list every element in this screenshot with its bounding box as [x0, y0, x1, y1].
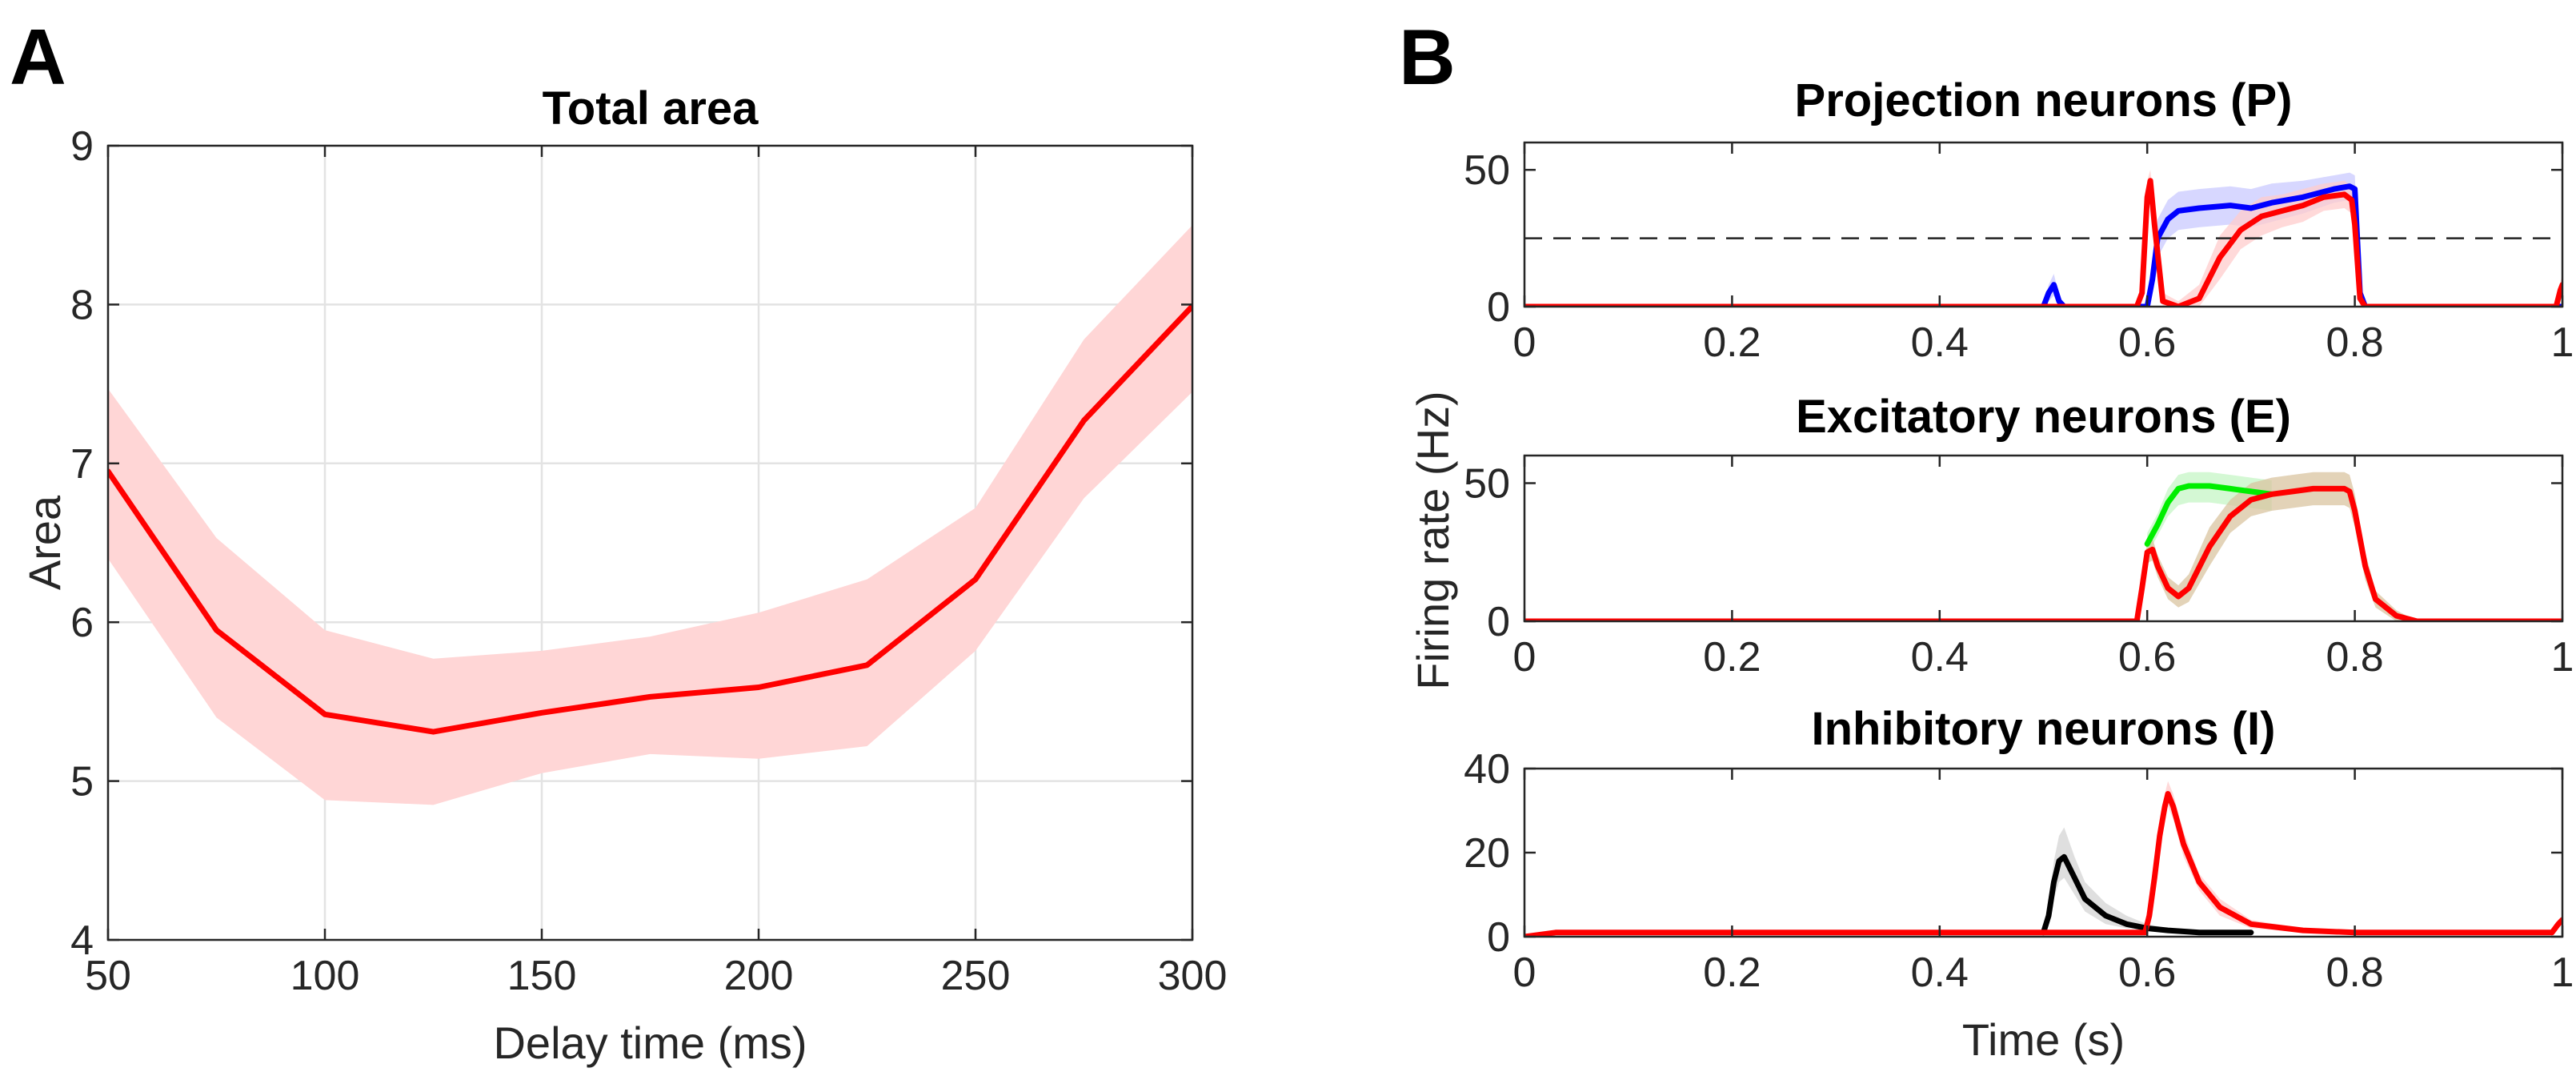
inhibitory-neurons-chart: 0 0.2 0.4 0.6 0.8 1 0 20 40 Inhibitory neurons (I… — [1464, 703, 2574, 1065]
chart-b3-plot-area — [1524, 781, 2562, 937]
chart-b1-xtick-label-1: 0.2 — [1703, 319, 1761, 366]
chart-b3-red-line — [1524, 791, 2562, 937]
projection-neurons-chart: 0 0.2 0.4 0.6 0.8 1 0 50 Projection neurons (P) — [1464, 74, 2574, 366]
chart-b2-red-line — [1524, 485, 2562, 621]
chart-a-ytick-label-0: 4 — [70, 917, 94, 964]
chart-a-xlabel: Delay time (ms) — [493, 1018, 807, 1068]
chart-b1-xtick-label-2: 0.4 — [1911, 319, 1969, 366]
chart-b3-black-line — [2041, 853, 2254, 936]
chart-b2-title: Excitatory neurons (E) — [1796, 391, 2291, 443]
chart-b2-xtick-label-2: 0.4 — [1911, 634, 1969, 681]
chart-b1-blue-band — [1524, 172, 2562, 307]
chart-a-Total area-line — [108, 303, 1192, 735]
chart-a-xtick-label-4: 250 — [941, 953, 1011, 999]
chart-a-xtick-label-0: 50 — [85, 953, 131, 999]
chart-b1-ytick-label-1: 50 — [1464, 147, 1510, 194]
chart-b3-xtick-label-3: 0.6 — [2118, 950, 2176, 996]
chart-b1-plot-area — [1524, 170, 2562, 307]
chart-b2-xtick-label-4: 0.8 — [2326, 634, 2383, 681]
panel-letter-b: B — [1399, 13, 1456, 101]
chart-b2-red-band — [1524, 472, 2562, 621]
chart-a-xtick-label-1: 100 — [290, 953, 360, 999]
chart-b2-xtick-label-1: 0.2 — [1703, 634, 1761, 681]
chart-a-ytick-label-3: 7 — [70, 441, 94, 488]
chart-b2-xtick-label-3: 0.6 — [2118, 634, 2176, 681]
chart-b1-blue-line — [1524, 183, 2562, 307]
chart-a-ytick-label-5: 9 — [70, 123, 94, 170]
chart-b2-ytick-label-1: 50 — [1464, 461, 1510, 508]
chart-a-xtick-label-3: 200 — [724, 953, 794, 999]
chart-b1-xtick-label-3: 0.6 — [2118, 319, 2176, 366]
chart-b3-xtick-label-2: 0.4 — [1911, 950, 1969, 996]
chart-a-xtick-label-2: 150 — [507, 953, 577, 999]
chart-b1-ytick-label-0: 0 — [1487, 284, 1510, 331]
chart-a-ytick-label-1: 5 — [70, 759, 94, 805]
chart-a-plot-area — [108, 225, 1192, 805]
chart-a-xtick-label-5: 300 — [1158, 953, 1228, 999]
chart-b3-title: Inhibitory neurons (I) — [1812, 703, 2276, 755]
excitatory-neurons-chart: 0 0.2 0.4 0.6 0.8 1 0 50 Excitatory neurons (E) F… — [1408, 391, 2574, 690]
chart-b1-title: Projection neurons (P) — [1795, 74, 2293, 126]
chart-b3-ytick-label-2: 40 — [1464, 746, 1510, 793]
chart-b3-xtick-label-1: 0.2 — [1703, 950, 1761, 996]
chart-a-axes — [106, 144, 1194, 941]
chart-b1-axes — [1523, 141, 2564, 308]
chart-b3-ytick-label-0: 0 — [1487, 914, 1510, 961]
chart-b2-xtick-label-0: 0 — [1513, 634, 1536, 681]
chart-b1-xtick-label-5: 1 — [2551, 319, 2574, 366]
total-area-chart: 50 100 150 200 250 300 4 5 6 7 8 9 Total area Delay t… — [19, 82, 1227, 1068]
chart-b3-ytick-label-1: 20 — [1464, 830, 1510, 877]
chart-a-ytick-label-2: 6 — [70, 600, 94, 646]
chart-b2-xtick-label-5: 1 — [2551, 634, 2574, 681]
chart-a-ylabel: Area — [19, 495, 70, 590]
chart-b2-ylabel: Firing rate (Hz) — [1408, 391, 1458, 689]
chart-b2-plot-area — [1524, 472, 2562, 621]
chart-b3-xtick-label-4: 0.8 — [2326, 950, 2383, 996]
chart-b2-axes — [1523, 454, 2564, 623]
chart-b2-ytick-label-0: 0 — [1487, 599, 1510, 645]
chart-b3-xtick-label-5: 1 — [2551, 950, 2574, 996]
chart-a-Total area-band — [108, 225, 1192, 805]
chart-b3-axes — [1523, 767, 2564, 938]
chart-b3-xlabel: Time (s) — [1962, 1014, 2125, 1065]
chart-b2-green-line — [2144, 483, 2275, 547]
chart-b3-xtick-label-0: 0 — [1513, 950, 1536, 996]
chart-b3-red-band — [1524, 781, 2562, 937]
chart-b1-red-line — [1524, 178, 2562, 307]
chart-a-ytick-label-4: 8 — [70, 282, 94, 328]
panel-letter-a: A — [10, 13, 66, 101]
chart-b1-xtick-label-4: 0.8 — [2326, 319, 2383, 366]
chart-a-title: Total area — [543, 82, 759, 134]
chart-b1-xtick-label-0: 0 — [1513, 319, 1536, 366]
